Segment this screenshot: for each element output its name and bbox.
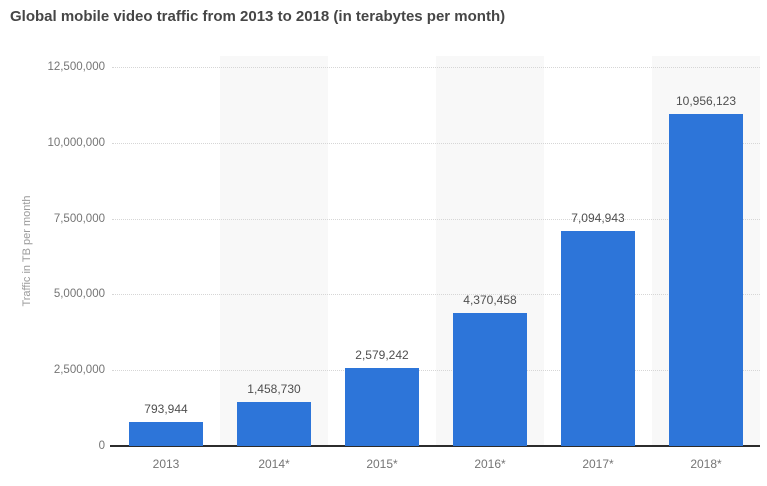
bar[interactable] [669, 114, 743, 446]
bar[interactable] [453, 313, 527, 446]
x-axis-tick-label: 2014* [258, 457, 290, 471]
x-axis-tick-label: 2017* [582, 457, 614, 471]
bar-value-label: 793,944 [144, 402, 188, 416]
plot-band [220, 56, 328, 446]
bar[interactable] [129, 422, 203, 446]
x-axis-tick-label: 2018* [690, 457, 722, 471]
y-axis-tick-label: 2,500,000 [53, 364, 105, 377]
bar-value-label: 7,094,943 [571, 211, 625, 225]
gridline [112, 370, 760, 372]
y-axis-tick-label: 0 [98, 440, 105, 452]
bar-value-label: 2,579,242 [355, 348, 409, 362]
chart-title: Global mobile video traffic from 2013 to… [10, 8, 506, 25]
y-axis-tick-label: 7,500,000 [53, 212, 105, 225]
y-axis-tick-label: 10,000,000 [47, 136, 105, 149]
bar-value-label: 4,370,458 [463, 293, 517, 307]
gridline [112, 67, 760, 68]
bar[interactable] [561, 231, 635, 446]
bar[interactable] [345, 368, 419, 446]
gridline [112, 294, 760, 296]
bar-value-label: 10,956,123 [675, 94, 737, 108]
bar-value-label: 1,458,730 [247, 382, 301, 396]
x-axis-tick-label: 2016* [474, 457, 506, 471]
bar[interactable] [237, 402, 311, 446]
x-axis-tick-label: 2015* [366, 457, 398, 471]
y-axis-tick-label: 12,500,000 [47, 61, 105, 73]
gridline [112, 218, 760, 220]
x-axis-line [110, 445, 760, 447]
y-axis-tick-label: 5,000,000 [53, 288, 105, 301]
x-axis-tick-label: 2013 [152, 457, 180, 471]
gridline [112, 142, 760, 144]
